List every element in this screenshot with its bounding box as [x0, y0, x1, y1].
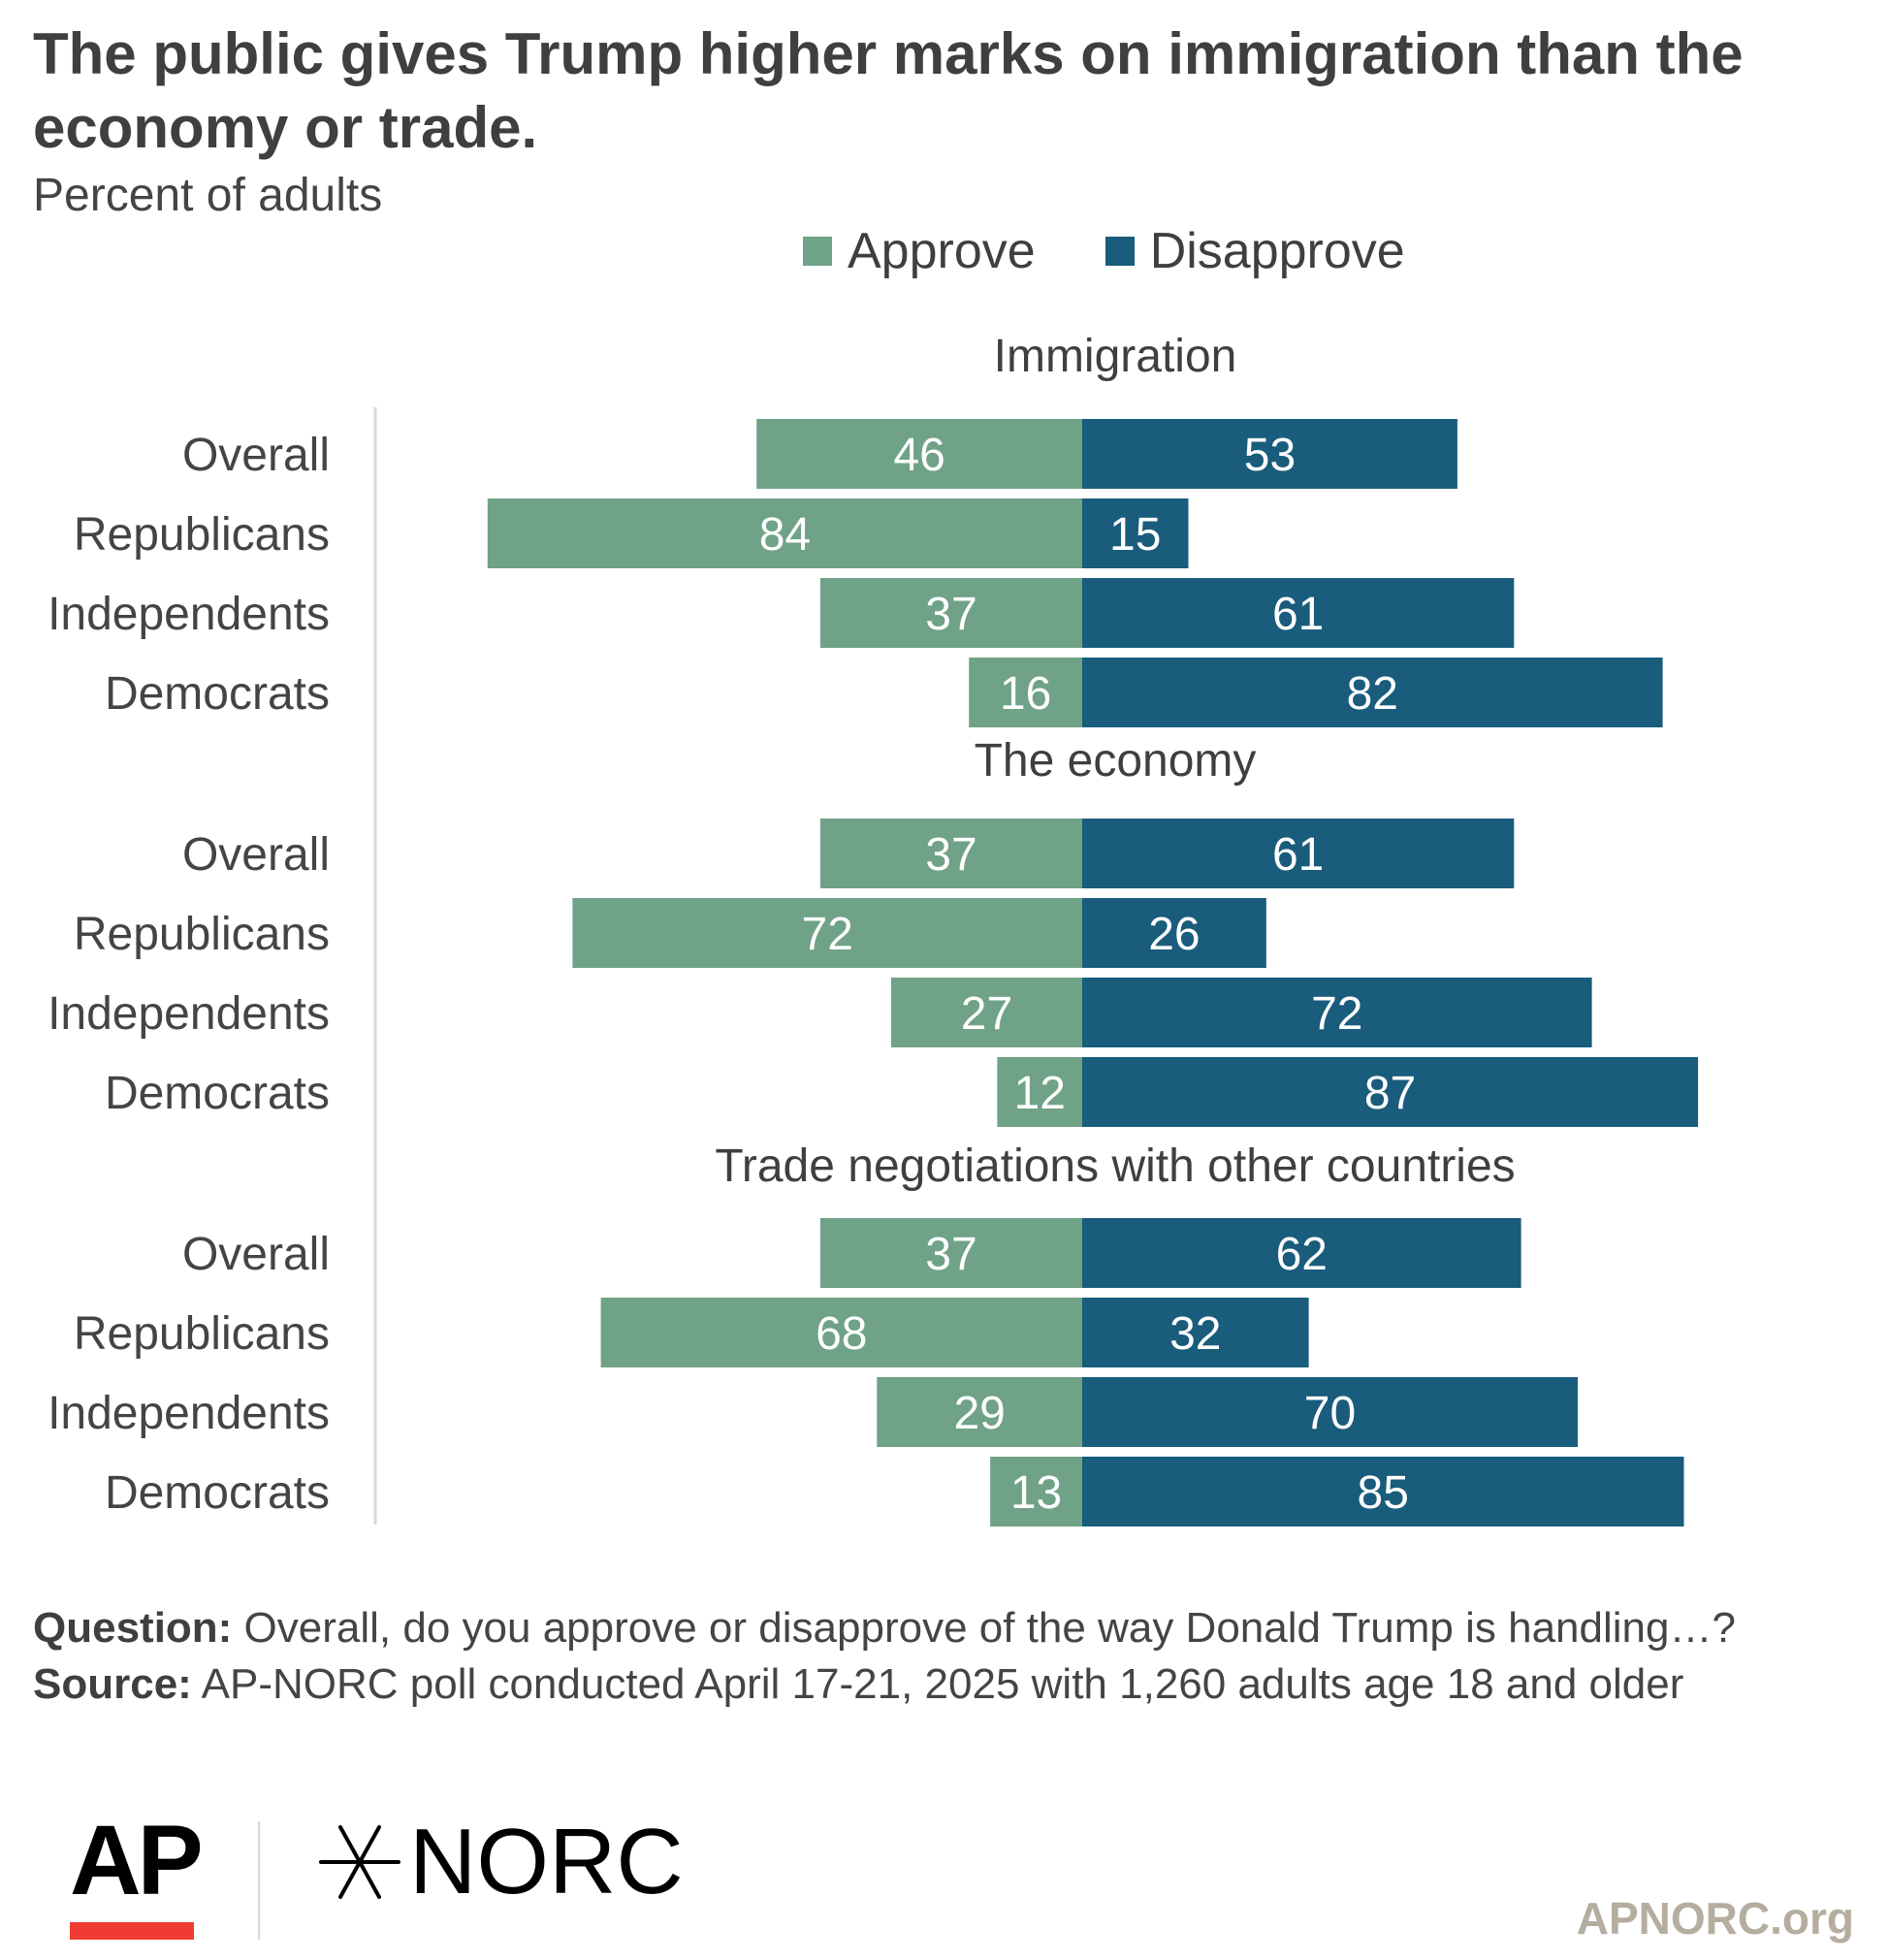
footer-notes: Question: Overall, do you approve or dis…	[33, 1600, 1736, 1713]
source-text: AP-NORC poll conducted April 17-21, 2025…	[191, 1660, 1684, 1708]
value-label-approve-the-economy-overall: 37	[925, 829, 977, 881]
value-label-disapprove-the-economy-democrats: 87	[1364, 1068, 1416, 1119]
value-label-disapprove-immigration-republicans: 15	[1109, 509, 1161, 561]
row-label-independents: Independents	[48, 988, 330, 1040]
row-label-republicans: Republicans	[74, 509, 330, 561]
logo-divider	[258, 1821, 260, 1940]
chart-title: The public gives Trump higher marks on i…	[33, 21, 1744, 160]
row-label-overall: Overall	[182, 829, 330, 881]
value-label-disapprove-immigration-independents: 61	[1272, 589, 1324, 640]
row-label-overall: Overall	[182, 1229, 330, 1280]
row-label-democrats: Democrats	[105, 668, 330, 720]
row-label-democrats: Democrats	[105, 1068, 330, 1119]
bar-disapprove-the-economy-democrats	[1082, 1057, 1699, 1127]
bar-disapprove-the-economy-independents	[1082, 978, 1592, 1047]
value-label-approve-the-economy-democrats: 12	[1014, 1068, 1066, 1119]
row-label-republicans: Republicans	[74, 1308, 330, 1360]
legend-item-approve: Approve	[803, 222, 1036, 280]
bar-disapprove-the-economy-republicans	[1082, 898, 1266, 968]
row-label-overall: Overall	[182, 430, 330, 481]
value-label-approve-immigration-democrats: 16	[1000, 668, 1051, 720]
group-header-trade-negotiations-with-other-countries: Trade negotiations with other countries	[715, 1141, 1515, 1192]
legend-swatch-approve	[803, 237, 832, 266]
bar-approve-immigration-republicans	[487, 498, 1082, 568]
bar-disapprove-immigration-republicans	[1082, 498, 1189, 568]
diverging-bar-chart: Immigration Overall 46 53 Republicans 84 15 Ind…	[48, 331, 1699, 1526]
bar-approve-the-economy-overall	[819, 819, 1082, 888]
norc-logo-text: NORC	[409, 1810, 684, 1913]
value-label-approve-immigration-independents: 37	[925, 589, 977, 640]
source-label: Source:	[33, 1660, 192, 1708]
bar-disapprove-immigration-democrats	[1082, 658, 1663, 727]
legend-swatch-disapprove	[1105, 237, 1135, 266]
ap-logo: AP	[70, 1805, 204, 1915]
value-label-approve-trade-negotiations-with-other-countries-republicans: 68	[816, 1308, 867, 1360]
bar-approve-immigration-democrats	[969, 658, 1082, 727]
value-label-disapprove-trade-negotiations-with-other-countries-democrats: 85	[1358, 1467, 1409, 1519]
bar-approve-trade-negotiations-with-other-countries-overall	[819, 1218, 1082, 1288]
value-label-disapprove-trade-negotiations-with-other-countries-republicans: 32	[1169, 1308, 1221, 1360]
row-label-democrats: Democrats	[105, 1467, 330, 1519]
group-header-immigration: Immigration	[994, 331, 1237, 382]
row-label-independents: Independents	[48, 589, 330, 640]
bar-disapprove-trade-negotiations-with-other-countries-overall	[1082, 1218, 1521, 1288]
value-label-disapprove-the-economy-overall: 61	[1272, 829, 1324, 881]
row-label-independents: Independents	[48, 1388, 330, 1439]
value-label-disapprove-immigration-democrats: 82	[1347, 668, 1398, 720]
bar-disapprove-trade-negotiations-with-other-countries-independents	[1082, 1377, 1578, 1447]
bar-approve-the-economy-independents	[890, 978, 1082, 1047]
source-note: Source: AP-NORC poll conducted April 17-…	[33, 1656, 1736, 1713]
bar-approve-trade-negotiations-with-other-countries-republicans	[600, 1298, 1082, 1367]
value-label-approve-immigration-republicans: 84	[759, 509, 811, 561]
ap-logo-underline	[70, 1922, 194, 1940]
question-label: Question:	[33, 1604, 233, 1652]
legend-item-disapprove: Disapprove	[1105, 222, 1405, 280]
value-label-disapprove-trade-negotiations-with-other-countries-independents: 70	[1304, 1388, 1356, 1439]
value-label-approve-immigration-overall: 46	[893, 430, 944, 481]
group-header-the-economy: The economy	[975, 735, 1257, 787]
value-label-approve-the-economy-independents: 27	[961, 988, 1012, 1040]
bar-approve-trade-negotiations-with-other-countries-independents	[877, 1377, 1082, 1447]
value-label-disapprove-the-economy-independents: 72	[1311, 988, 1362, 1040]
value-label-disapprove-immigration-overall: 53	[1244, 430, 1296, 481]
legend-label-approve: Approve	[848, 223, 1036, 279]
value-label-approve-the-economy-republicans: 72	[802, 909, 853, 960]
bar-approve-the-economy-republicans	[572, 898, 1082, 968]
bar-approve-immigration-independents	[819, 578, 1082, 648]
star-icon	[319, 1825, 400, 1899]
legend-label-disapprove: Disapprove	[1149, 223, 1405, 279]
question-text: Overall, do you approve or disapprove of…	[232, 1604, 1736, 1652]
bar-disapprove-immigration-overall	[1082, 419, 1457, 489]
value-label-disapprove-the-economy-republicans: 26	[1148, 909, 1200, 960]
site-url: APNORC.org	[1576, 1893, 1854, 1944]
bar-disapprove-immigration-independents	[1082, 578, 1515, 648]
chart-legend: Approve Disapprove	[803, 219, 1405, 283]
bar-disapprove-the-economy-overall	[1082, 819, 1515, 888]
bar-approve-trade-negotiations-with-other-countries-democrats	[990, 1457, 1082, 1526]
norc-logo: NORC	[316, 1814, 684, 1911]
value-label-approve-trade-negotiations-with-other-countries-democrats: 13	[1010, 1467, 1062, 1519]
value-label-approve-trade-negotiations-with-other-countries-overall: 37	[925, 1229, 977, 1280]
bar-disapprove-trade-negotiations-with-other-countries-democrats	[1082, 1457, 1684, 1526]
chart-subtitle: Percent of adults	[33, 170, 383, 221]
bar-disapprove-trade-negotiations-with-other-countries-republicans	[1082, 1298, 1309, 1367]
value-label-disapprove-trade-negotiations-with-other-countries-overall: 62	[1276, 1229, 1328, 1280]
bar-approve-immigration-overall	[756, 419, 1082, 489]
row-label-republicans: Republicans	[74, 909, 330, 960]
value-label-approve-trade-negotiations-with-other-countries-independents: 29	[953, 1388, 1005, 1439]
bar-approve-the-economy-democrats	[997, 1057, 1082, 1127]
question-note: Question: Overall, do you approve or dis…	[33, 1600, 1736, 1656]
